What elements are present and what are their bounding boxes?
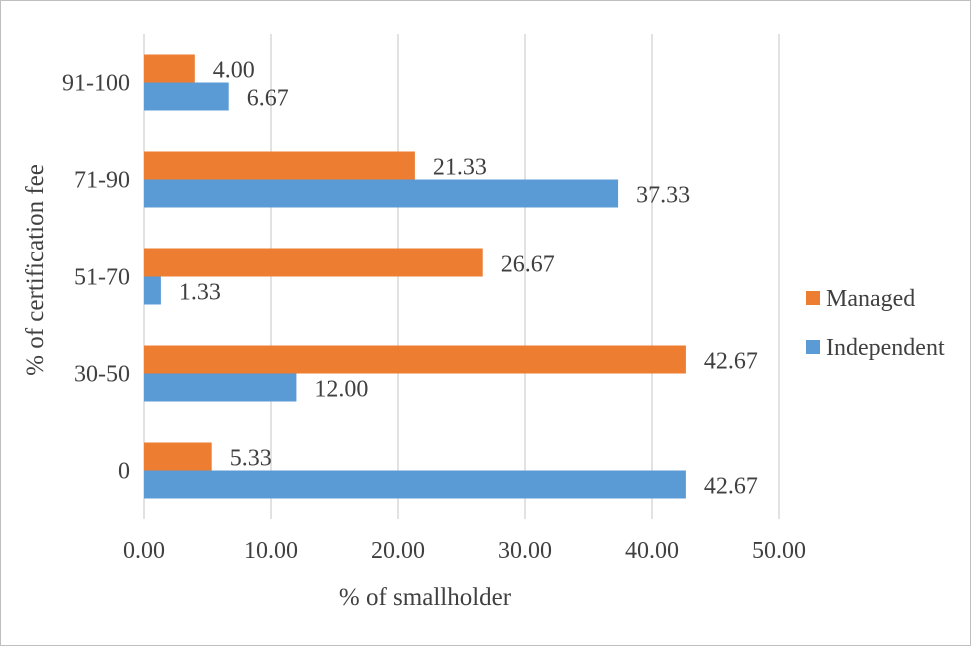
bar-managed-71-90 — [144, 151, 415, 180]
y-axis-title: % of certification fee — [22, 164, 49, 376]
data-label-managed: 42.67 — [704, 349, 758, 375]
bar-independent-30-50 — [144, 373, 297, 402]
y-tick-label: 71-90 — [74, 168, 130, 194]
legend-label-independent: Independent — [826, 335, 945, 361]
x-tick-label: 0.00 — [123, 538, 165, 564]
y-tick-label: 30-50 — [74, 362, 130, 388]
x-tick-label: 20.00 — [371, 538, 425, 564]
x-axis-ticks: 0.00 10.00 20.00 30.00 40.00 50.00 — [123, 538, 806, 564]
data-label-managed: 4.00 — [213, 58, 255, 84]
y-axis-ticks: 0 30-50 51-70 71-90 91-100 — [62, 71, 130, 485]
bar-managed-30-50 — [144, 345, 686, 374]
bar-managed-0 — [144, 442, 212, 471]
data-label-independent: 1.33 — [179, 280, 221, 306]
data-label-managed: 26.67 — [501, 252, 555, 278]
x-tick-label: 30.00 — [498, 538, 552, 564]
bar-independent-51-70 — [144, 276, 161, 305]
x-axis-title: % of smallholder — [339, 584, 512, 611]
data-label-independent: 42.67 — [704, 474, 758, 500]
y-tick-label: 0 — [118, 459, 130, 485]
data-label-managed: 21.33 — [433, 155, 487, 181]
data-label-managed: 5.33 — [230, 446, 272, 472]
gridlines — [143, 34, 780, 519]
y-tick-label: 51-70 — [74, 265, 130, 291]
x-tick-label: 50.00 — [752, 538, 806, 564]
bar-independent-91-100 — [144, 82, 229, 111]
bar-managed-91-100 — [144, 54, 195, 83]
bars — [144, 54, 686, 499]
data-label-independent: 6.67 — [247, 86, 289, 112]
bar-independent-71-90 — [144, 179, 619, 208]
legend-swatch-independent — [806, 340, 820, 354]
legend-label-managed: Managed — [826, 286, 915, 312]
y-tick-label: 91-100 — [62, 71, 130, 97]
data-label-independent: 37.33 — [636, 183, 690, 209]
data-label-independent: 12.00 — [314, 377, 368, 403]
bar-managed-51-70 — [144, 248, 483, 277]
bar-independent-0 — [144, 470, 686, 499]
x-tick-label: 40.00 — [625, 538, 679, 564]
legend: Managed Independent — [806, 286, 945, 361]
x-tick-label: 10.00 — [244, 538, 298, 564]
data-labels: 5.33 42.67 42.67 12.00 26.67 1.33 21.33 37.33 4.… — [179, 58, 758, 500]
legend-swatch-managed — [806, 291, 820, 305]
